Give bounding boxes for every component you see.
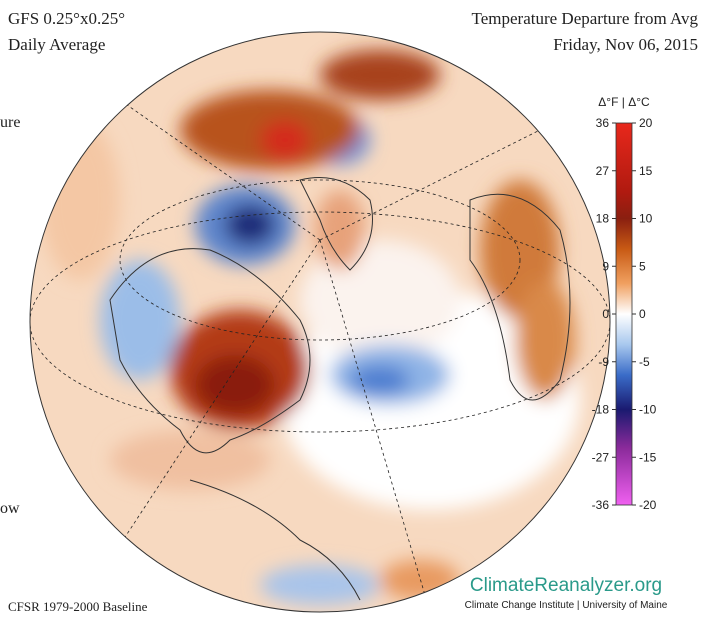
f-tick-label: -36 xyxy=(592,498,610,512)
f-tick-label: 0 xyxy=(602,307,609,321)
c-tick-label: -10 xyxy=(639,403,657,417)
f-tick-label: 9 xyxy=(602,259,609,273)
institute-label: Climate Change Institute | University of… xyxy=(465,600,668,611)
colorbar-label: Δ°F | Δ°C xyxy=(598,95,650,109)
f-tick-label: 27 xyxy=(596,164,610,178)
globe xyxy=(30,32,610,612)
f-tick-label: -27 xyxy=(592,450,610,464)
map-title: Temperature Departure from Avg xyxy=(472,9,699,28)
side-text: ow xyxy=(0,500,20,517)
side-text: ure xyxy=(0,114,20,131)
c-tick-label: 20 xyxy=(639,116,653,130)
period-label: Daily Average xyxy=(8,35,105,54)
globe-outline xyxy=(29,31,611,613)
c-tick-label: -20 xyxy=(639,498,657,512)
f-tick-label: 18 xyxy=(596,212,610,226)
c-tick-label: 5 xyxy=(639,259,646,273)
f-tick-label: -9 xyxy=(598,355,609,369)
colorbar-scale xyxy=(615,122,633,506)
f-tick-label: 36 xyxy=(596,116,610,130)
baseline-label: CFSR 1979-2000 Baseline xyxy=(8,599,148,614)
c-tick-label: 10 xyxy=(639,212,653,226)
c-tick-label: 0 xyxy=(639,307,646,321)
logo: ClimateReanalyzer.org xyxy=(470,575,662,596)
c-tick-label: 15 xyxy=(639,164,653,178)
c-tick-label: -15 xyxy=(639,450,657,464)
graticule xyxy=(30,99,610,612)
model-label: GFS 0.25°x0.25° xyxy=(8,9,125,28)
colorbar: Δ°F | Δ°C 36 27 18 9 0 -9 -18 -27 -36 20 15 10 5 0 -5 -… xyxy=(592,95,657,512)
c-tick-label: -5 xyxy=(639,355,650,369)
map-date: Friday, Nov 06, 2015 xyxy=(553,35,698,54)
f-tick-label: -18 xyxy=(592,403,610,417)
coastlines xyxy=(109,177,571,601)
